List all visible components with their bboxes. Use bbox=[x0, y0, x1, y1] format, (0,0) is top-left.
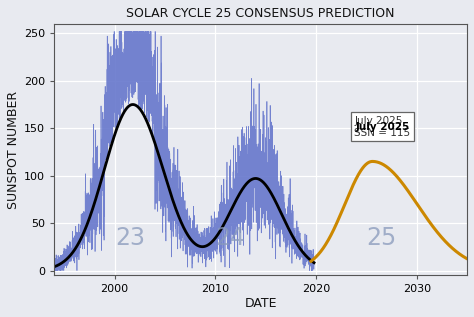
Text: 25: 25 bbox=[366, 226, 397, 250]
Title: SOLAR CYCLE 25 CONSENSUS PREDICTION: SOLAR CYCLE 25 CONSENSUS PREDICTION bbox=[127, 7, 395, 20]
Text: 23: 23 bbox=[115, 226, 145, 250]
Text: July 2025
SSN = 115: July 2025 SSN = 115 bbox=[354, 116, 410, 138]
Text: 24: 24 bbox=[216, 226, 246, 250]
Text: July 2025: July 2025 bbox=[355, 122, 410, 132]
Y-axis label: SUNSPOT NUMBER: SUNSPOT NUMBER bbox=[7, 91, 20, 209]
X-axis label: DATE: DATE bbox=[245, 297, 277, 310]
